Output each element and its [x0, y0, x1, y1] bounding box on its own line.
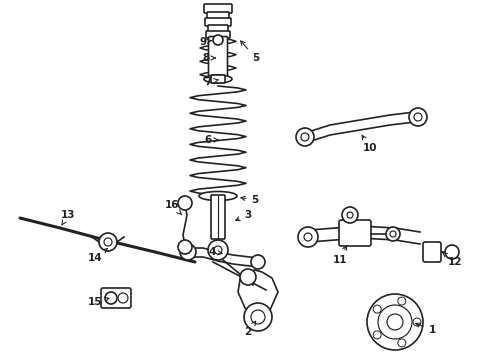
- Text: 5: 5: [241, 195, 259, 205]
- Text: 2: 2: [245, 321, 256, 337]
- Circle shape: [240, 269, 256, 285]
- Circle shape: [347, 212, 353, 218]
- FancyBboxPatch shape: [209, 36, 227, 80]
- Circle shape: [178, 196, 192, 210]
- Circle shape: [298, 227, 318, 247]
- FancyBboxPatch shape: [211, 195, 225, 239]
- Circle shape: [213, 35, 223, 45]
- FancyBboxPatch shape: [211, 75, 225, 83]
- Text: 13: 13: [61, 210, 75, 225]
- Text: 1: 1: [416, 323, 436, 335]
- Text: 9: 9: [199, 37, 212, 47]
- Circle shape: [99, 233, 117, 251]
- Circle shape: [304, 233, 312, 241]
- Circle shape: [413, 318, 421, 326]
- Circle shape: [178, 240, 192, 254]
- Circle shape: [301, 133, 309, 141]
- FancyBboxPatch shape: [205, 18, 231, 26]
- Circle shape: [373, 305, 381, 313]
- Circle shape: [387, 314, 403, 330]
- Circle shape: [118, 293, 128, 303]
- Circle shape: [342, 207, 358, 223]
- Text: 5: 5: [241, 41, 260, 63]
- Text: 7: 7: [204, 77, 218, 87]
- Circle shape: [251, 310, 265, 324]
- Ellipse shape: [199, 192, 237, 201]
- Text: 14: 14: [88, 248, 107, 263]
- Circle shape: [104, 238, 112, 246]
- Circle shape: [180, 244, 196, 260]
- Text: 15: 15: [88, 297, 109, 307]
- Circle shape: [208, 240, 228, 260]
- Circle shape: [414, 113, 422, 121]
- Circle shape: [386, 227, 400, 241]
- Circle shape: [296, 128, 314, 146]
- Text: 10: 10: [362, 135, 377, 153]
- Text: 12: 12: [442, 252, 462, 267]
- FancyBboxPatch shape: [339, 220, 371, 246]
- Circle shape: [214, 246, 222, 254]
- FancyBboxPatch shape: [423, 242, 441, 262]
- Circle shape: [398, 339, 406, 347]
- Text: 6: 6: [204, 135, 218, 145]
- Text: 4: 4: [208, 247, 222, 257]
- Circle shape: [445, 245, 459, 259]
- Text: 11: 11: [333, 246, 347, 265]
- FancyBboxPatch shape: [206, 31, 230, 38]
- Circle shape: [409, 108, 427, 126]
- FancyBboxPatch shape: [208, 25, 228, 32]
- Text: 16: 16: [165, 200, 182, 215]
- Circle shape: [251, 255, 265, 269]
- FancyBboxPatch shape: [207, 12, 229, 19]
- FancyBboxPatch shape: [204, 4, 232, 13]
- Circle shape: [244, 303, 272, 331]
- Circle shape: [373, 331, 381, 339]
- Circle shape: [105, 292, 117, 304]
- Circle shape: [378, 305, 412, 339]
- FancyBboxPatch shape: [101, 288, 131, 308]
- Circle shape: [367, 294, 423, 350]
- Circle shape: [398, 297, 406, 305]
- Text: 8: 8: [202, 53, 216, 63]
- Text: 3: 3: [236, 210, 252, 221]
- Circle shape: [390, 231, 396, 237]
- Ellipse shape: [204, 75, 232, 83]
